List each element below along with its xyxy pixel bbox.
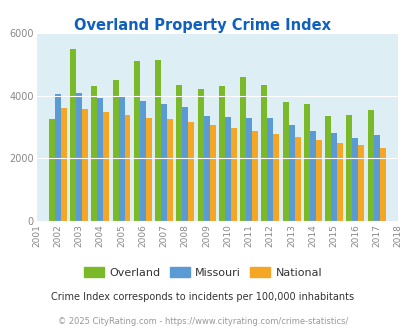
Bar	[145, 118, 151, 221]
Legend: Overland, Missouri, National: Overland, Missouri, National	[79, 263, 326, 282]
Bar	[267, 118, 273, 221]
Bar	[288, 124, 294, 221]
Bar	[367, 110, 373, 221]
Bar	[352, 138, 358, 221]
Bar	[309, 131, 315, 221]
Bar	[161, 104, 166, 221]
Bar	[203, 116, 209, 221]
Bar	[76, 93, 82, 221]
Bar	[70, 49, 76, 221]
Bar	[49, 119, 55, 221]
Bar	[103, 112, 109, 221]
Bar	[240, 77, 245, 221]
Bar	[209, 125, 215, 221]
Bar	[230, 128, 236, 221]
Bar	[188, 122, 194, 221]
Text: Overland Property Crime Index: Overland Property Crime Index	[74, 18, 331, 33]
Bar	[166, 119, 173, 221]
Bar	[358, 145, 363, 221]
Bar	[91, 86, 97, 221]
Bar	[373, 135, 379, 221]
Bar	[134, 61, 139, 221]
Bar	[61, 108, 66, 221]
Bar	[336, 143, 342, 221]
Bar	[282, 102, 288, 221]
Bar	[330, 133, 336, 221]
Bar	[273, 134, 279, 221]
Bar	[82, 110, 88, 221]
Bar	[294, 137, 300, 221]
Bar	[182, 107, 188, 221]
Bar	[245, 118, 252, 221]
Bar	[345, 115, 352, 221]
Bar	[55, 94, 61, 221]
Bar	[252, 131, 258, 221]
Bar	[324, 116, 330, 221]
Bar	[379, 148, 385, 221]
Bar	[315, 140, 321, 221]
Bar	[139, 101, 145, 221]
Bar	[97, 98, 103, 221]
Bar	[124, 115, 130, 221]
Bar	[118, 97, 124, 221]
Bar	[303, 104, 309, 221]
Bar	[155, 60, 161, 221]
Text: © 2025 CityRating.com - https://www.cityrating.com/crime-statistics/: © 2025 CityRating.com - https://www.city…	[58, 317, 347, 326]
Bar	[261, 85, 267, 221]
Bar	[197, 89, 203, 221]
Bar	[224, 117, 230, 221]
Bar	[176, 85, 182, 221]
Text: Crime Index corresponds to incidents per 100,000 inhabitants: Crime Index corresponds to incidents per…	[51, 292, 354, 302]
Bar	[112, 80, 118, 221]
Bar	[218, 86, 224, 221]
